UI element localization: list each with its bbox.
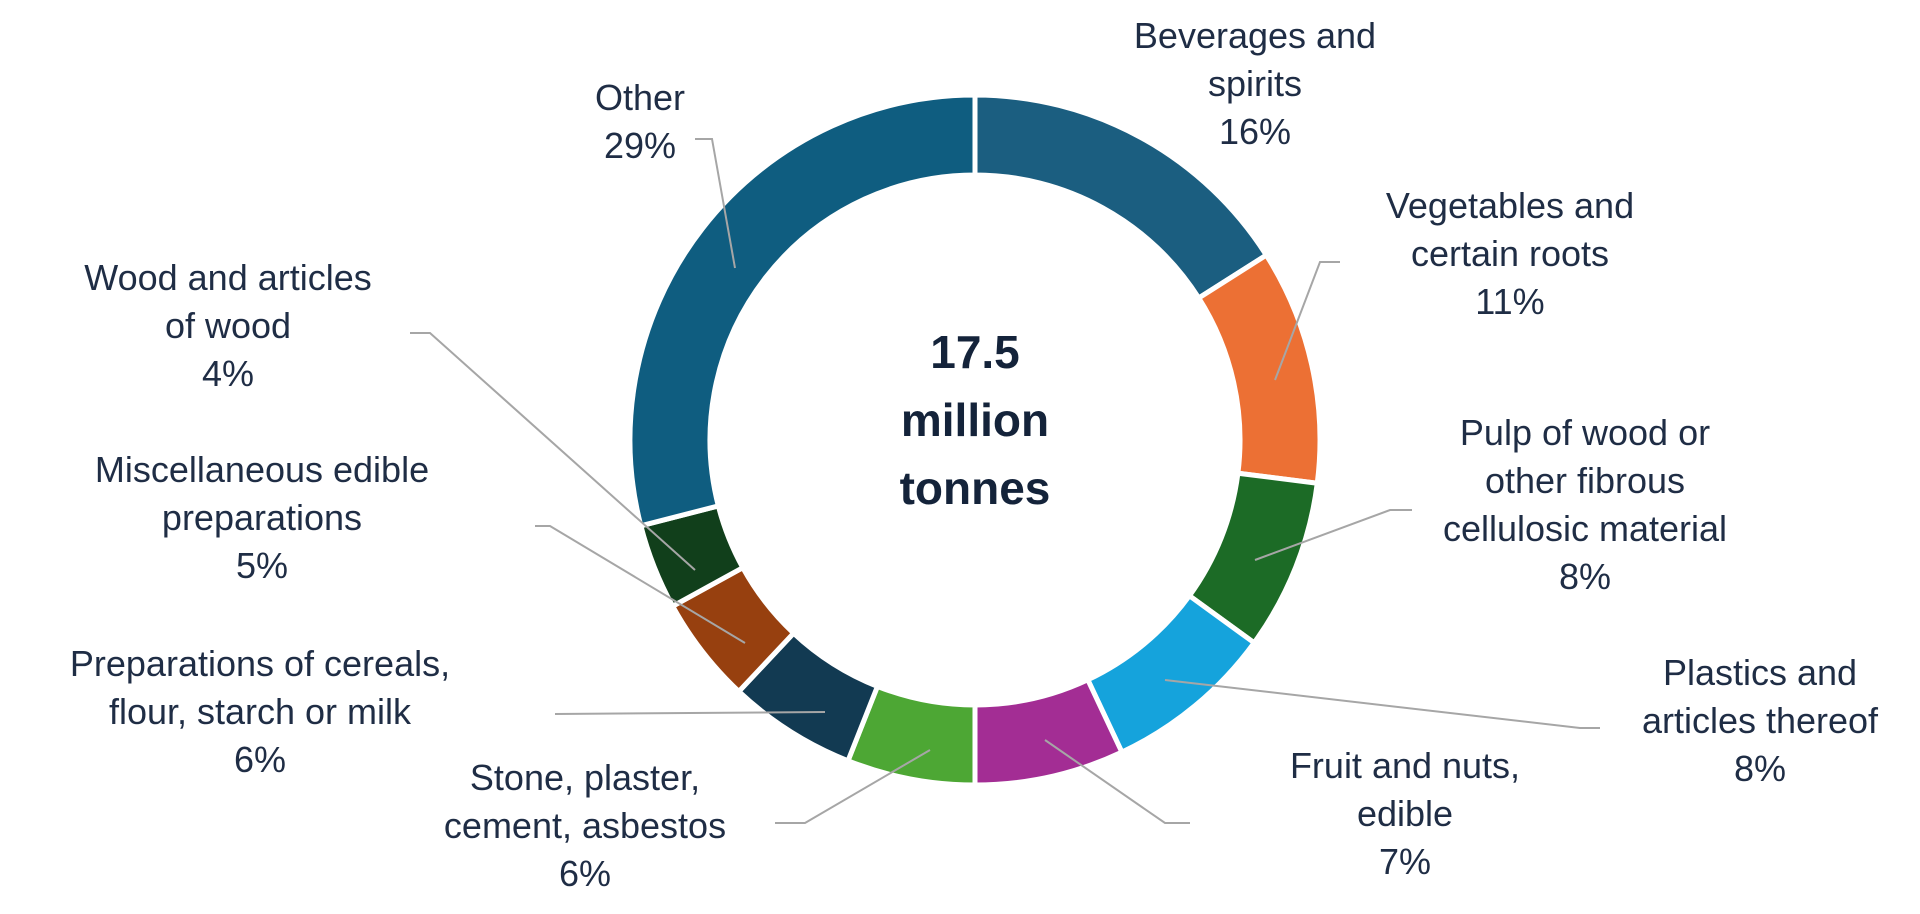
slice-name-label: flour, starch or milk: [109, 691, 412, 732]
slice-label: Wood and articles of wood 4%: [84, 257, 372, 394]
slice-label: Preparations of cereals, flour, starch or…: [70, 643, 450, 780]
slice-name-label: edible: [1357, 793, 1453, 834]
slice-label: Miscellaneous edible preparations 5%: [95, 449, 429, 586]
slice-name-label: certain roots: [1411, 233, 1609, 274]
slice-label: Beverages and spirits 16%: [1134, 15, 1376, 152]
slice-name-label: cellulosic material: [1443, 508, 1727, 549]
slice-name-label: Other: [595, 77, 685, 118]
slice-name-label: spirits: [1208, 63, 1302, 104]
leader-line: [1164, 679, 1600, 729]
slice-percent-label: 7%: [1379, 841, 1431, 882]
leader-line: [535, 525, 746, 644]
slice-name-label: Beverages and: [1134, 15, 1376, 56]
leader-line: [1274, 261, 1340, 381]
slice-name-label: Wood and articles: [84, 257, 372, 298]
center-label-line: 17.5: [930, 326, 1020, 378]
leader-line: [1254, 509, 1412, 561]
slice-percent-label: 11%: [1475, 281, 1544, 322]
slice-name-label: Pulp of wood or: [1460, 412, 1710, 453]
leader-lines: [410, 138, 1600, 824]
center-label-line: tonnes: [900, 462, 1051, 514]
slice-name-label: of wood: [165, 305, 291, 346]
donut-slice: [627, 92, 978, 529]
slice-labels: Beverages and spirits 16% Vegetables and cer…: [70, 15, 1879, 894]
leader-line: [1044, 739, 1190, 824]
slice-name-label: Preparations of cereals,: [70, 643, 450, 684]
slice-percent-label: 29%: [604, 125, 676, 166]
slice-name-label: Stone, plaster,: [470, 757, 700, 798]
center-label: 17.5 million tonnes: [900, 326, 1051, 514]
donut-slices: [627, 92, 1323, 788]
slice-percent-label: 6%: [234, 739, 286, 780]
slice-name-label: Plastics and: [1663, 652, 1857, 693]
slice-label: Fruit and nuts, edible 7%: [1290, 745, 1520, 882]
slice-label: Pulp of wood or other fibrous cellulosic m…: [1443, 412, 1727, 597]
slice-percent-label: 16%: [1219, 111, 1291, 152]
slice-label: Other 29%: [595, 77, 685, 166]
slice-name-label: cement, asbestos: [444, 805, 726, 846]
slice-name-label: Miscellaneous edible: [95, 449, 429, 490]
slice-label: Plastics and articles thereof 8%: [1642, 652, 1879, 789]
slice-percent-label: 8%: [1734, 748, 1786, 789]
slice-percent-label: 6%: [559, 853, 611, 894]
slice-name-label: Vegetables and: [1386, 185, 1634, 226]
slice-name-label: Fruit and nuts,: [1290, 745, 1520, 786]
slice-name-label: preparations: [162, 497, 362, 538]
slice-label: Vegetables and certain roots 11%: [1386, 185, 1634, 322]
leader-line: [775, 749, 931, 824]
leader-line: [410, 332, 696, 571]
donut-slice: [1195, 251, 1323, 487]
slice-name-label: other fibrous: [1485, 460, 1685, 501]
slice-percent-label: 4%: [202, 353, 254, 394]
slice-percent-label: 5%: [236, 545, 288, 586]
leader-line: [554, 711, 826, 715]
leader-line: [695, 138, 736, 269]
slice-name-label: articles thereof: [1642, 700, 1879, 741]
slice-percent-label: 8%: [1559, 556, 1611, 597]
center-label-line: million: [901, 394, 1049, 446]
slice-label: Stone, plaster, cement, asbestos 6%: [444, 757, 726, 894]
